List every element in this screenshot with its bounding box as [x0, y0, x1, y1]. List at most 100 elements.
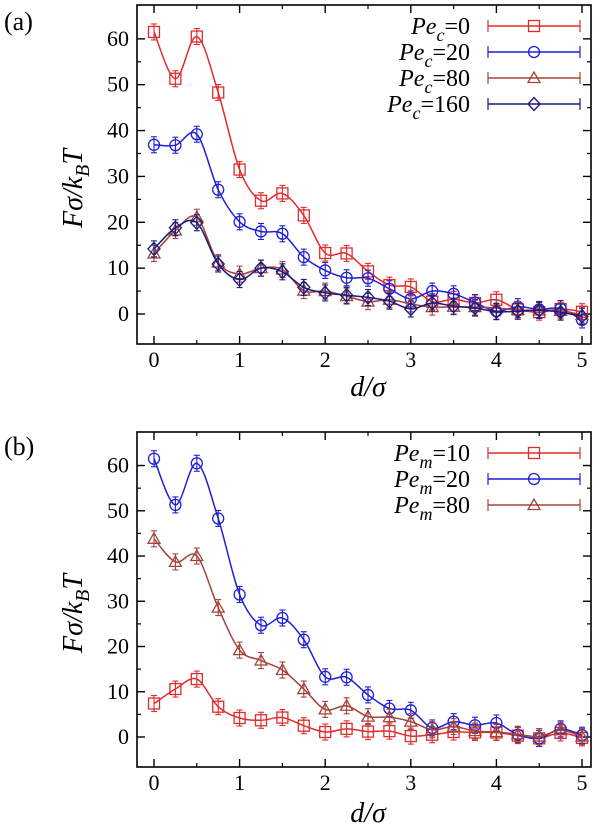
series-3: Pec=160 [147, 92, 589, 325]
data-point [574, 729, 590, 742]
data-point [532, 729, 547, 742]
legend-label: Pec=20 [398, 40, 470, 71]
data-point [147, 241, 161, 257]
data-point [319, 264, 332, 277]
legend-label: Pem=20 [393, 467, 470, 498]
data-point [296, 279, 311, 295]
x-tick-label: 2 [320, 347, 331, 372]
data-point [319, 246, 332, 260]
x-axis-title: d/σ [350, 798, 387, 829]
x-tick-label: 2 [320, 770, 331, 795]
x-tick-label: 5 [577, 347, 588, 372]
data-point [340, 247, 353, 260]
data-point [510, 726, 525, 740]
text-part: Pe [410, 14, 437, 40]
data-point [212, 86, 225, 99]
legend-label: Pec=80 [398, 66, 470, 97]
data-point [254, 260, 268, 276]
data-point [233, 215, 246, 228]
text-part: =20 [432, 40, 470, 66]
x-tick-label: 4 [491, 347, 502, 372]
data-point [575, 308, 589, 324]
text-part: B [72, 165, 94, 177]
text-part: Pe [393, 441, 420, 467]
data-point [190, 457, 203, 470]
text-part: =20 [432, 467, 470, 493]
y-tick-label: 50 [107, 498, 129, 523]
data-point [403, 301, 418, 317]
legend-marker [526, 497, 542, 511]
data-point [233, 588, 246, 601]
y-tick-label: 10 [107, 255, 129, 280]
legend-label: Pec=160 [386, 92, 470, 123]
data-point [147, 138, 161, 151]
data-point [254, 714, 268, 727]
text-part: Pe [393, 493, 420, 519]
legend-marker [527, 19, 541, 33]
y-tick-label: 40 [107, 543, 129, 568]
y-axis-title: Fσ/kBT [58, 572, 94, 654]
data-point [339, 287, 354, 303]
text-part: c [412, 103, 420, 123]
data-point [168, 220, 183, 236]
data-point [404, 729, 417, 743]
data-point [361, 290, 375, 305]
data-point [382, 709, 397, 723]
panel-a: 0 1 2 3 4 50102030405060(a)d/σFσ/kBTPec=0Pec=… [4, 4, 592, 403]
data-point [425, 722, 440, 735]
y-axis-title: Fσ/kBT [58, 147, 94, 229]
data-point [553, 722, 568, 736]
data-point [425, 295, 440, 311]
data-point [147, 25, 161, 39]
y-tick-label: 60 [107, 453, 129, 478]
x-tick-label: 0 [149, 347, 160, 372]
series-2: Pem=80 [146, 493, 590, 746]
data-point [169, 139, 182, 152]
series-1: Pec=20 [147, 40, 589, 329]
x-tick-label: 1 [234, 770, 245, 795]
data-point [319, 725, 332, 739]
text-part: c [436, 25, 444, 45]
x-tick-label: 0 [149, 770, 160, 795]
data-point [319, 670, 332, 683]
text-part: =80 [432, 66, 470, 92]
data-point [360, 709, 376, 722]
data-point [297, 719, 310, 732]
text-part: c [424, 51, 432, 71]
data-point [147, 697, 161, 710]
data-point [211, 256, 226, 272]
text-part: m [419, 504, 432, 524]
data-point [403, 714, 418, 727]
text-part: =160 [420, 92, 470, 118]
data-point [169, 72, 182, 85]
text-part: c [424, 77, 432, 97]
text-part: m [419, 452, 432, 472]
data-point [190, 672, 203, 686]
data-point [276, 227, 289, 240]
data-point [361, 688, 375, 702]
data-point [190, 128, 203, 141]
y-tick-label: 0 [118, 301, 129, 326]
text-part: =80 [432, 493, 470, 519]
data-point [297, 250, 310, 264]
text-part: m [419, 478, 432, 498]
y-tick-label: 40 [107, 118, 129, 143]
data-point [254, 619, 268, 632]
data-point [532, 302, 547, 318]
plot-frame [136, 431, 592, 768]
text-part: Pe [393, 467, 420, 493]
text-part: =0 [444, 14, 470, 40]
data-point [296, 681, 311, 695]
x-axis-title: d/σ [350, 372, 387, 403]
data-point [189, 548, 204, 562]
legend-marker [527, 446, 541, 460]
text-part: =10 [432, 441, 470, 467]
data-point [382, 293, 397, 309]
y-tick-label: 50 [107, 72, 129, 97]
data-point [467, 723, 483, 737]
data-point [147, 452, 161, 465]
data-point [254, 225, 268, 238]
panel-label: (a) [4, 7, 33, 36]
data-point [510, 303, 525, 319]
